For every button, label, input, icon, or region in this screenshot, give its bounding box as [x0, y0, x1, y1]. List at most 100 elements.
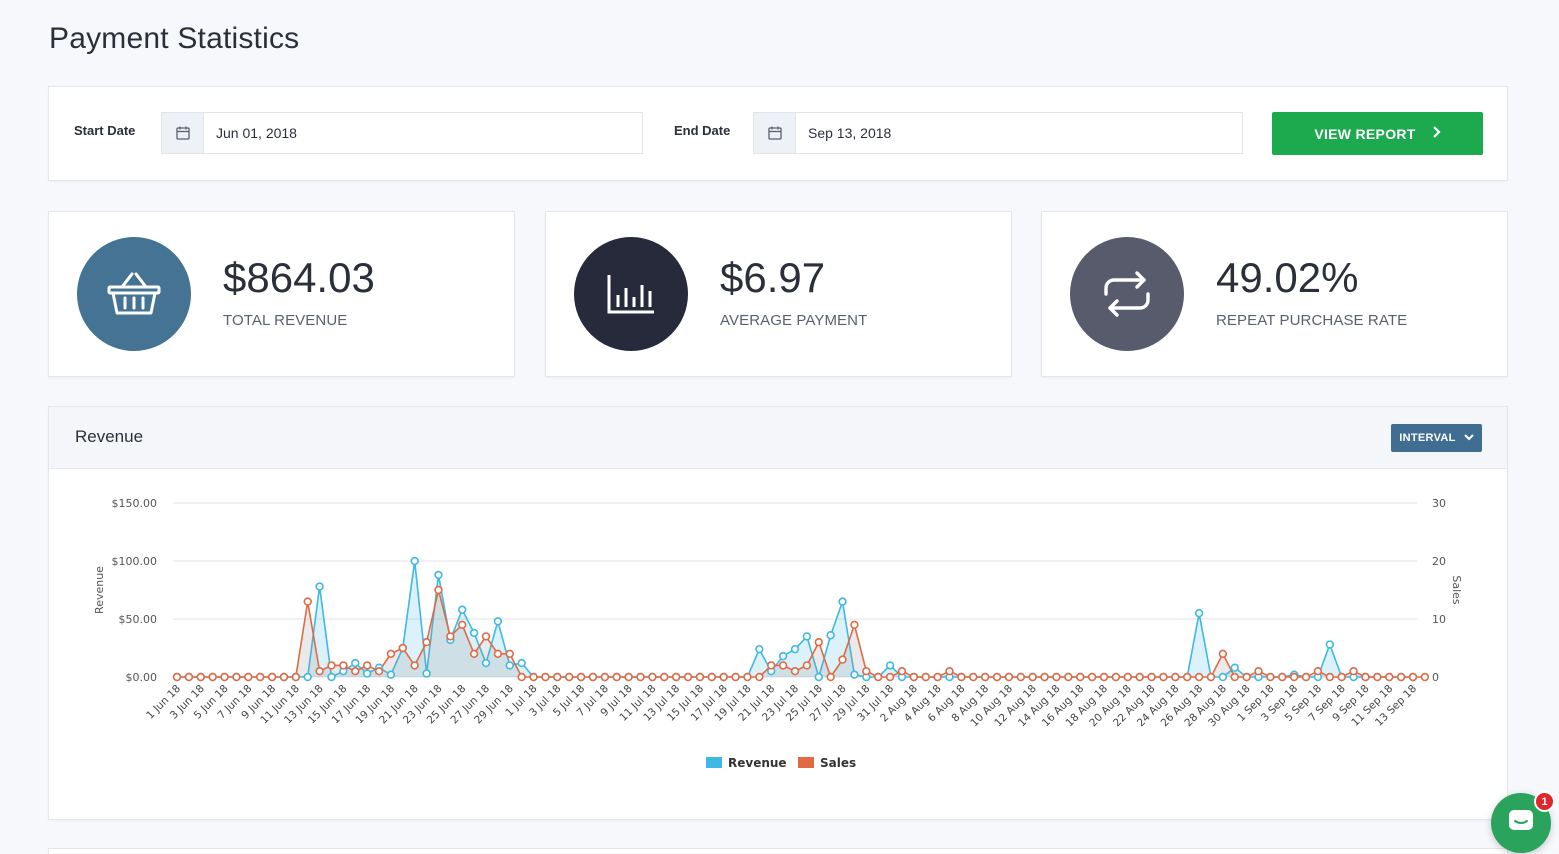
sales-point — [279, 672, 289, 682]
sales-point — [1052, 672, 1061, 682]
sales-point — [826, 672, 835, 682]
sales-point — [327, 661, 336, 670]
y-tick-label: $50.00 — [119, 613, 158, 626]
sales-point — [244, 672, 253, 682]
sales-point — [184, 672, 194, 682]
revenue-point — [481, 658, 491, 668]
sales-point — [291, 672, 301, 682]
sales-point — [1396, 672, 1406, 682]
start-date-label: Start Date — [74, 123, 136, 138]
sales-point — [612, 672, 621, 682]
legend-swatch-revenue — [706, 757, 722, 768]
sales-point — [1313, 667, 1323, 676]
sales-point — [1408, 672, 1418, 682]
revenue-point — [410, 556, 419, 566]
y-axis-title: Revenue — [93, 566, 106, 614]
revenue-point — [1218, 672, 1228, 682]
sales-point — [1159, 672, 1168, 682]
date-filter-card: Start Date End Date VIEW REPORT — [48, 86, 1508, 181]
sales-point — [588, 672, 598, 682]
interval-dropdown-button[interactable]: INTERVAL — [1391, 424, 1482, 452]
revenue-point — [755, 644, 764, 654]
repeat-purchase-label: REPEAT PURCHASE RATE — [1216, 312, 1408, 329]
revenue-point — [1230, 663, 1239, 672]
y2-tick-label: 30 — [1432, 497, 1446, 510]
calendar-icon[interactable] — [754, 113, 796, 153]
revenue-point — [885, 661, 895, 670]
series-line-sales — [177, 589, 1425, 679]
repeat-icon — [1070, 237, 1184, 351]
interval-label: INTERVAL — [1399, 432, 1456, 444]
chat-icon — [1507, 808, 1535, 839]
sales-point — [1373, 672, 1382, 682]
revenue-point — [1325, 640, 1335, 649]
sales-point — [172, 672, 182, 682]
sales-point — [1182, 672, 1192, 682]
sales-point — [1230, 672, 1239, 682]
revenue-point — [469, 628, 479, 638]
calendar-icon[interactable] — [162, 113, 204, 153]
sales-point — [374, 667, 384, 676]
sales-point — [1218, 649, 1228, 659]
average-payment-label: AVERAGE PAYMENT — [720, 312, 868, 329]
repeat-purchase-value: 49.02% — [1216, 254, 1359, 301]
revenue-point — [814, 672, 823, 682]
sales-point — [386, 649, 396, 659]
sales-point — [850, 620, 859, 630]
sales-point — [541, 672, 550, 682]
sales-point — [660, 672, 669, 682]
sales-point — [1040, 672, 1049, 682]
next-panel — [48, 848, 1508, 854]
sales-point — [969, 672, 978, 682]
end-date-input[interactable] — [796, 113, 1242, 153]
y-tick-label: $150.00 — [112, 497, 158, 510]
sales-point — [362, 661, 372, 670]
sales-point — [493, 649, 503, 659]
sales-point — [743, 672, 752, 682]
sales-point — [862, 667, 871, 676]
sales-point — [957, 672, 966, 682]
revenue-point — [850, 670, 859, 679]
revenue-point — [505, 661, 514, 670]
chat-notification-badge: 1 — [1534, 791, 1555, 812]
revenue-panel-title: Revenue — [75, 427, 144, 446]
bar-chart-icon — [574, 237, 688, 351]
sales-point — [838, 655, 847, 664]
sales-point — [220, 672, 229, 682]
sales-point — [1361, 672, 1370, 682]
series-area-sales — [177, 590, 1425, 677]
sales-point — [636, 672, 645, 682]
start-date-group — [161, 112, 643, 154]
view-report-button[interactable]: VIEW REPORT — [1272, 112, 1483, 155]
total-revenue-value: $864.03 — [223, 254, 375, 301]
sales-point — [695, 672, 705, 682]
legend-swatch-sales — [798, 757, 814, 768]
total-revenue-card: $864.03 TOTAL REVENUE — [48, 211, 515, 377]
start-date-input[interactable] — [204, 113, 642, 153]
sales-point — [1242, 672, 1251, 682]
sales-point — [1147, 672, 1156, 682]
sales-point — [1171, 672, 1180, 682]
sales-point — [992, 672, 1002, 682]
sales-point — [1289, 672, 1299, 682]
revenue-point — [1194, 609, 1204, 618]
sales-point — [1111, 672, 1121, 682]
sales-point — [458, 620, 467, 630]
basket-icon — [77, 237, 191, 351]
y2-axis-title: Sales — [1450, 575, 1463, 605]
sales-point — [1064, 672, 1073, 682]
view-report-label: VIEW REPORT — [1314, 125, 1416, 142]
sales-point — [683, 672, 693, 682]
sales-point — [196, 672, 205, 682]
sales-point — [1076, 672, 1085, 682]
sales-point — [1206, 672, 1216, 682]
revenue-point — [315, 582, 324, 591]
sales-point — [1301, 672, 1311, 682]
sales-point — [600, 672, 610, 682]
sales-point — [790, 667, 800, 676]
page-title: Payment Statistics — [49, 22, 300, 55]
sales-point — [624, 672, 633, 682]
sales-point — [1349, 667, 1358, 676]
revenue-point — [351, 658, 360, 668]
series-area-revenue — [177, 561, 1413, 677]
